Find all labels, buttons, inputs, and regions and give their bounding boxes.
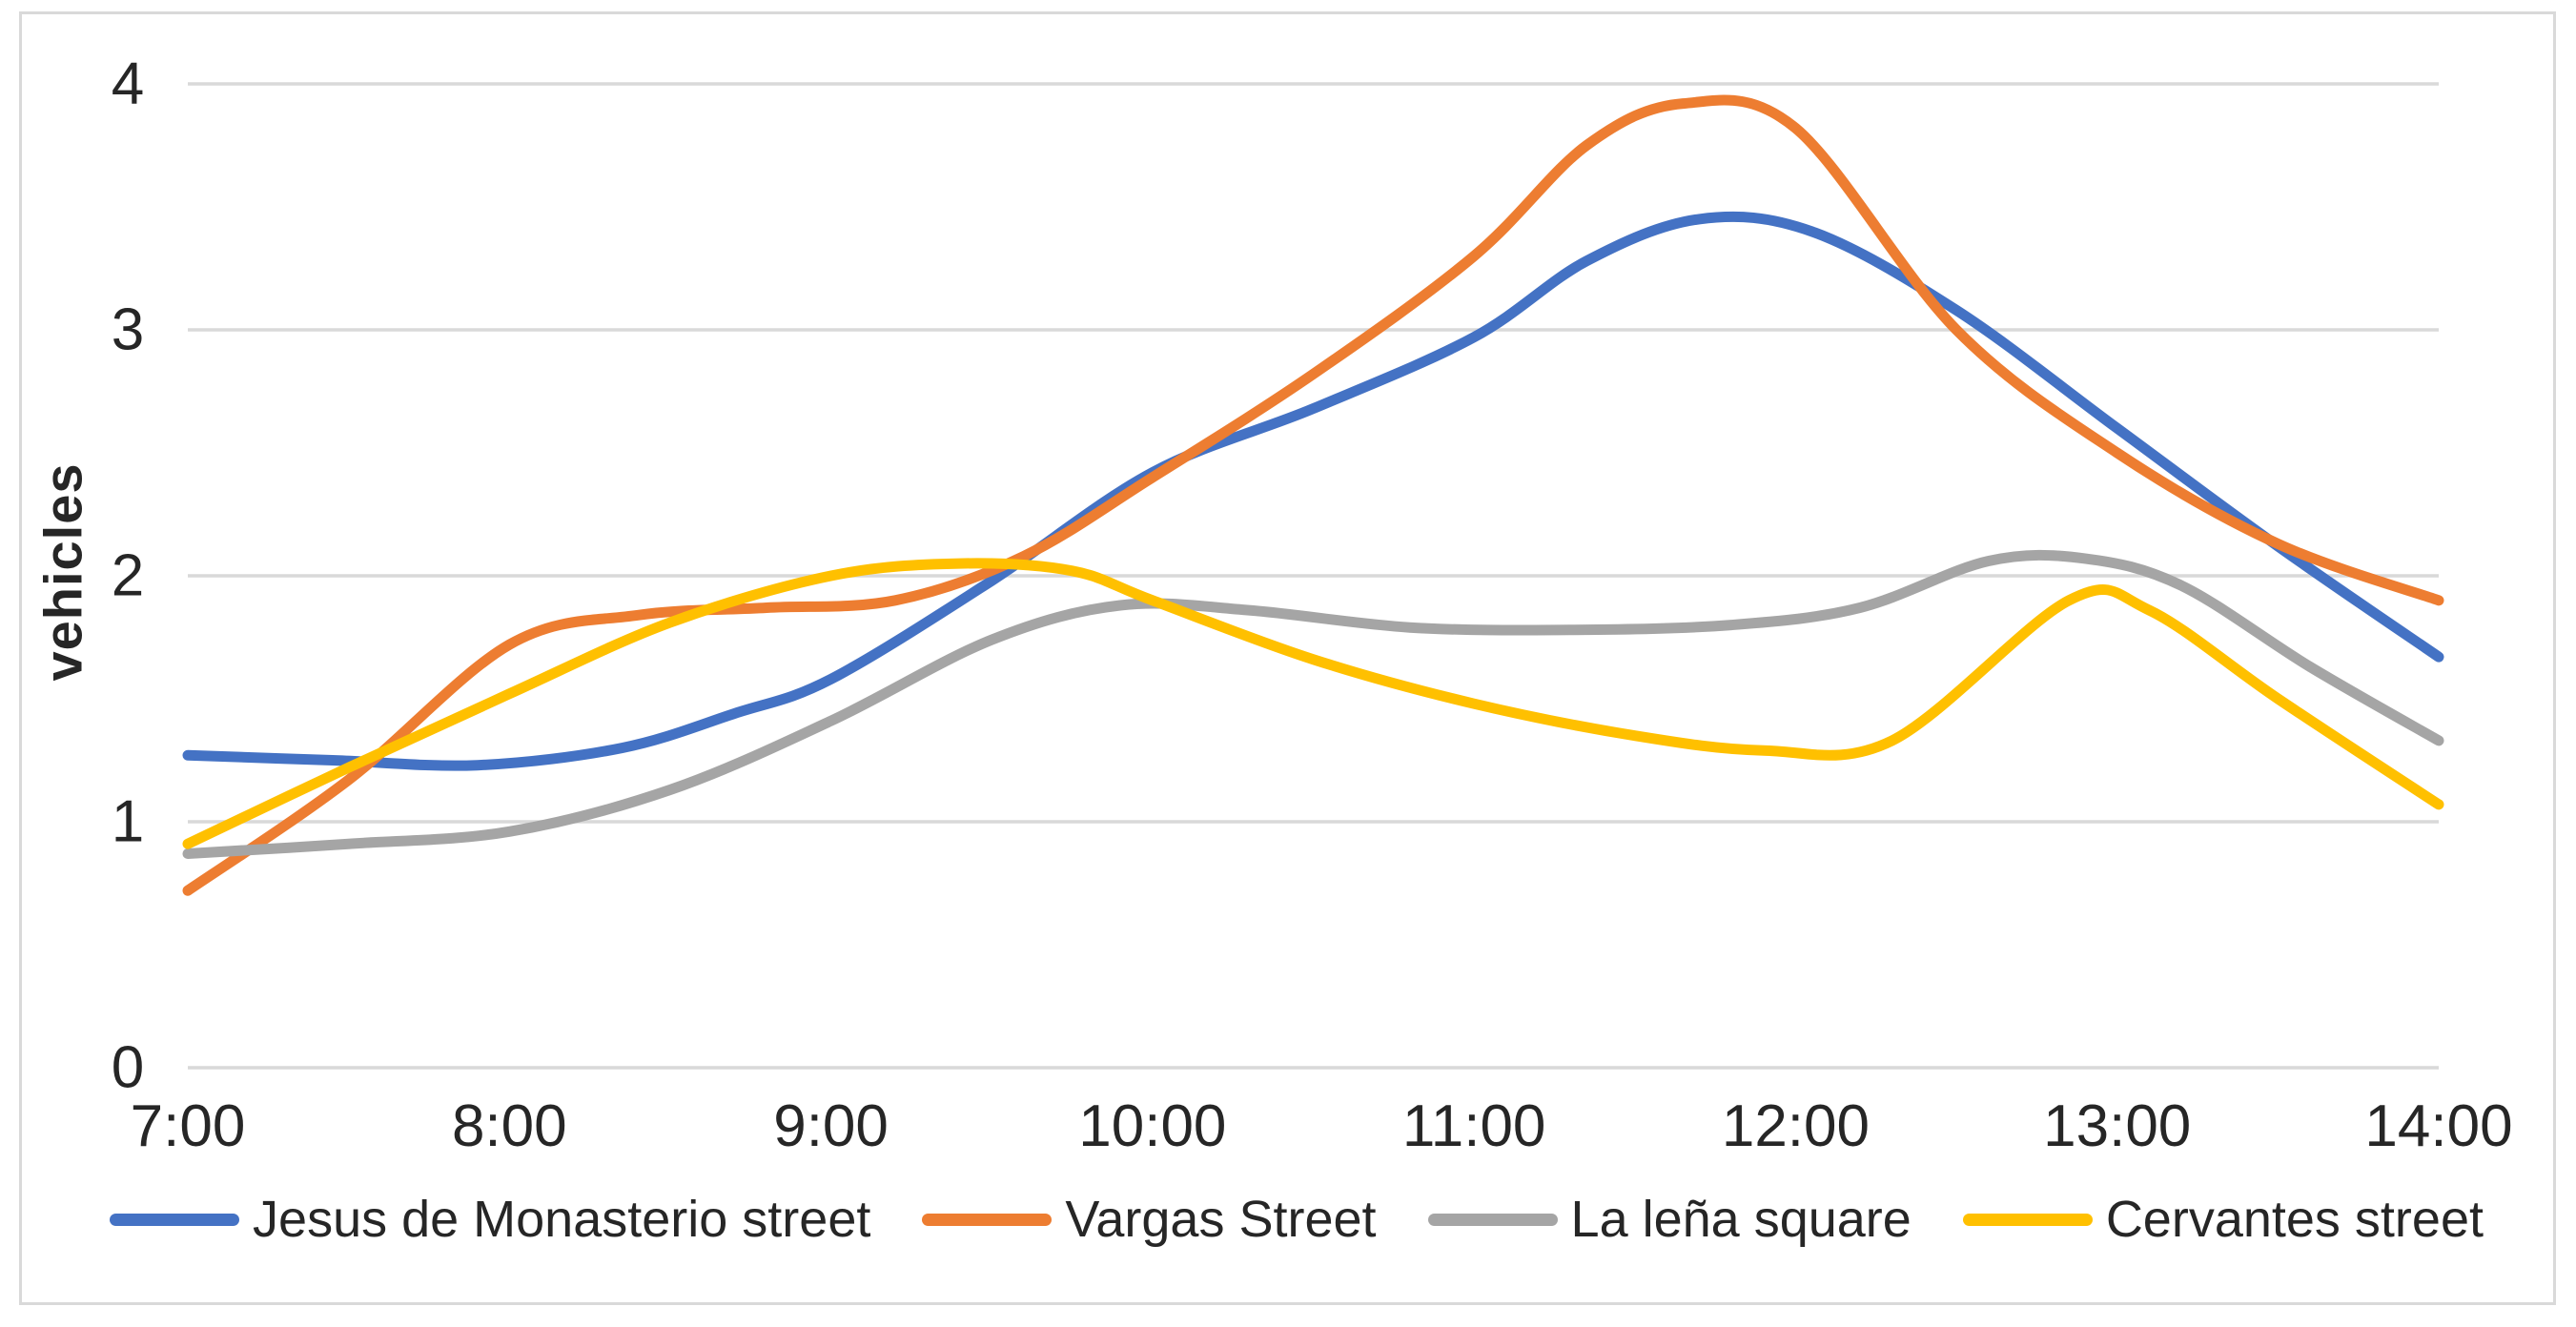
x-tick-label: 9:00: [773, 1093, 889, 1159]
x-tick-label: 8:00: [451, 1093, 567, 1159]
legend-label: Vargas Street: [1065, 1191, 1377, 1248]
legend-swatch-icon: [1427, 1213, 1558, 1226]
chart-border: [19, 11, 2556, 1305]
legend-swatch-icon: [1962, 1213, 2093, 1226]
legend-swatch-icon: [110, 1213, 240, 1226]
legend-item-vargas[interactable]: Vargas Street: [922, 1190, 1377, 1249]
gridlines: [188, 82, 2439, 1070]
y-axis-title: vehicles: [32, 462, 93, 682]
y-tick-label: 1: [111, 788, 145, 855]
x-tick-label: 11:00: [1401, 1093, 1546, 1159]
line-series-la-le-a-square: [182, 549, 2444, 859]
x-tick-label: 7:00: [130, 1093, 246, 1159]
line-series-jesus-de-monasterio-street: [182, 211, 2444, 771]
x-tick-label: 10:00: [1078, 1093, 1227, 1159]
line-series-vargas-street: [182, 94, 2444, 896]
series-lines: [182, 94, 2444, 896]
legend-label: La leña square: [1570, 1191, 1912, 1248]
line-series-cervantes-street: [182, 558, 2444, 849]
x-tick-label: 12:00: [1721, 1093, 1870, 1159]
y-tick-label: 3: [111, 296, 145, 363]
x-tick-label: 14:00: [2364, 1093, 2513, 1159]
legend-item-jesus-de-monasterio[interactable]: Jesus de Monasterio street: [110, 1190, 870, 1249]
y-tick-label: 4: [111, 51, 145, 117]
y-tick-label: 0: [111, 1034, 145, 1101]
legend-item-la-lena[interactable]: La leña square: [1427, 1190, 1912, 1249]
legend: Jesus de Monasterio street Vargas Street…: [110, 1190, 2484, 1249]
legend-swatch-icon: [922, 1213, 1053, 1226]
legend-label: Cervantes street: [2105, 1191, 2484, 1248]
x-tick-label: 13:00: [2043, 1093, 2192, 1159]
legend-label: Jesus de Monasterio street: [253, 1191, 871, 1248]
legend-item-cervantes[interactable]: Cervantes street: [1962, 1190, 2484, 1249]
y-tick-label: 2: [111, 542, 145, 609]
